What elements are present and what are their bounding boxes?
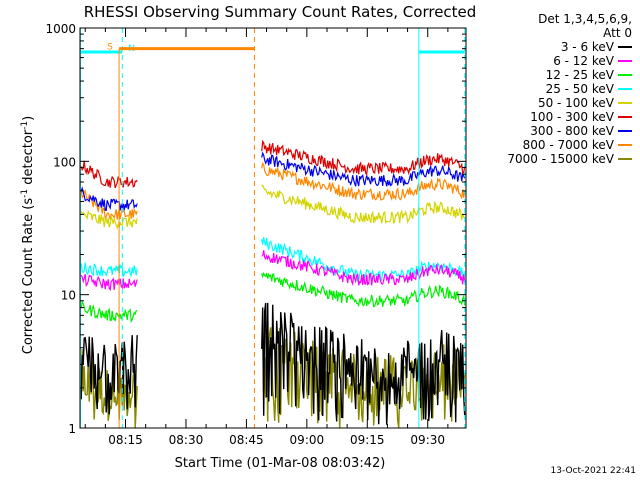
series-2 [80, 271, 466, 324]
legend-swatch [618, 130, 632, 132]
plot-frame [79, 27, 467, 429]
legend-swatch [618, 74, 632, 76]
series-line [80, 300, 138, 324]
series-line [261, 161, 466, 202]
series-line [261, 139, 466, 176]
legend-label: 50 - 100 keV [537, 96, 614, 110]
legend-entry-5: 100 - 300 keV [484, 110, 632, 124]
series-line [80, 160, 138, 189]
chart-title: RHESSI Observing Summary Count Rates, Co… [84, 3, 477, 21]
legend-entry-3: 25 - 50 keV [484, 82, 632, 96]
x-tick-label: 09:00 [290, 433, 325, 447]
legend-entry-8: 7000 - 15000 keV [484, 152, 632, 166]
x-tick-label: 08:15 [108, 433, 143, 447]
series-line [80, 274, 138, 292]
series-line [80, 262, 138, 278]
legend-header-detectors: Det 1,3,4,5,6,9, [538, 12, 632, 26]
series-5 [80, 139, 466, 189]
legend-entry-4: 50 - 100 keV [484, 96, 632, 110]
legend-label: 100 - 300 keV [530, 110, 614, 124]
series-7 [80, 161, 466, 221]
series-1 [80, 250, 466, 292]
series-line [80, 335, 138, 415]
legend-label: 25 - 50 keV [545, 82, 614, 96]
series-layer [80, 139, 466, 428]
legend-entry-1: 6 - 12 keV [484, 54, 632, 68]
legend-label: 12 - 25 keV [545, 68, 614, 82]
legend: Det 1,3,4,5,6,9, Att 0 3 - 6 keV 6 - 12 k… [484, 12, 632, 166]
legend-swatch [618, 144, 632, 146]
x-tick-label: 09:30 [410, 433, 445, 447]
series-line [261, 271, 466, 308]
legend-label: 7000 - 15000 keV [507, 152, 614, 166]
series-0 [80, 302, 466, 425]
series-4 [80, 184, 465, 230]
legend-swatch [618, 88, 632, 90]
y-tick-label: 100 [53, 155, 76, 169]
timestamp: 13-Oct-2021 22:41 [550, 466, 636, 476]
series-line [80, 209, 138, 230]
series-line [80, 186, 138, 211]
series-line [261, 302, 466, 425]
series-line [261, 250, 466, 287]
series-line [261, 184, 465, 225]
legend-entry-7: 800 - 7000 keV [484, 138, 632, 152]
legend-swatch [618, 102, 632, 104]
series-line [261, 151, 466, 187]
legend-entry-0: 3 - 6 keV [484, 40, 632, 54]
y-axis: 1 10 100 1000 [45, 22, 466, 436]
x-axis-label: Start Time (01-Mar-08 08:03:42) [175, 456, 386, 471]
legend-header-attenuator: Att 0 [603, 26, 632, 40]
legend-label: 6 - 12 keV [553, 54, 614, 68]
legend-entry-2: 12 - 25 keV [484, 68, 632, 82]
y-tick-label: 1 [68, 422, 76, 436]
x-tick-label: 08:30 [169, 433, 204, 447]
x-tick-label: 09:15 [350, 433, 385, 447]
saa-label: S [107, 43, 113, 53]
y-axis-label: Corrected Count Rate (s-1 detector-1) [20, 116, 36, 354]
legend-swatch [618, 116, 632, 118]
legend-label: 300 - 800 keV [530, 124, 614, 138]
y-tick-label: 10 [61, 289, 76, 303]
y-tick-label: 1000 [45, 22, 76, 36]
legend-entry-6: 300 - 800 keV [484, 124, 632, 138]
legend-label: 3 - 6 keV [560, 40, 614, 54]
legend-label: 800 - 7000 keV [522, 138, 614, 152]
legend-swatch [618, 46, 632, 48]
x-axis: 08:15 08:30 08:45 09:00 09:15 09:30 [84, 28, 449, 447]
series-6 [80, 151, 466, 211]
legend-swatch [618, 60, 632, 62]
legend-swatch [618, 158, 632, 160]
x-tick-label: 08:45 [229, 433, 264, 447]
